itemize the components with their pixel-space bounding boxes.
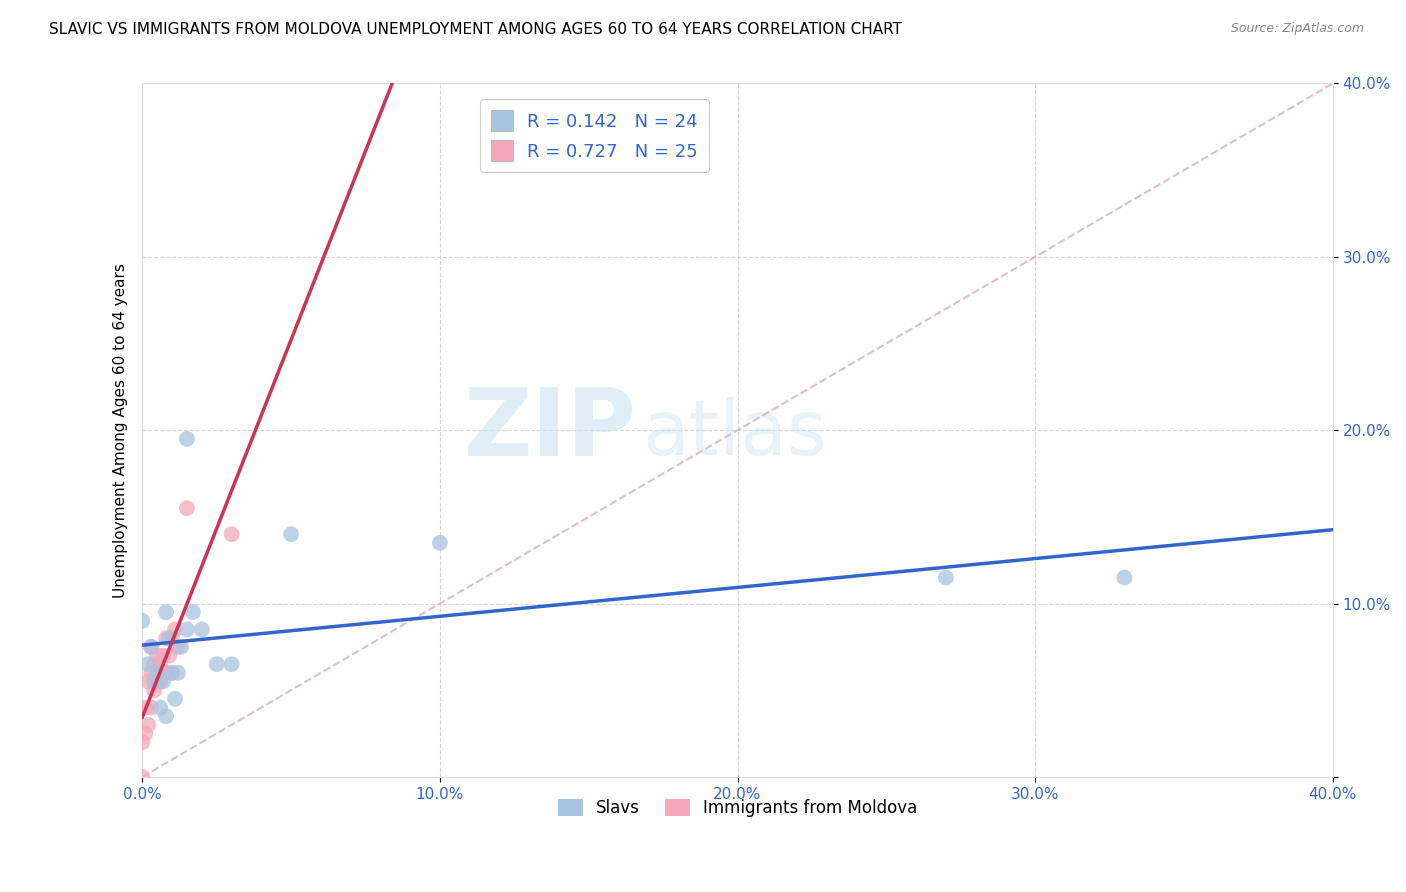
- Point: [176, 432, 198, 446]
- Point: [146, 674, 169, 689]
- Point: [935, 570, 957, 584]
- Point: [134, 726, 156, 740]
- Point: [136, 718, 159, 732]
- Point: [136, 674, 159, 689]
- Point: [134, 700, 156, 714]
- Point: [157, 631, 180, 645]
- Point: [160, 665, 183, 680]
- Text: ZIP: ZIP: [464, 384, 637, 476]
- Point: [1114, 570, 1136, 584]
- Point: [131, 614, 153, 628]
- Point: [149, 700, 172, 714]
- Point: [155, 631, 177, 645]
- Point: [176, 623, 198, 637]
- Text: atlas: atlas: [643, 397, 827, 471]
- Point: [146, 648, 169, 663]
- Text: SLAVIC VS IMMIGRANTS FROM MOLDOVA UNEMPLOYMENT AMONG AGES 60 TO 64 YEARS CORRELA: SLAVIC VS IMMIGRANTS FROM MOLDOVA UNEMPL…: [49, 22, 903, 37]
- Point: [143, 674, 166, 689]
- Point: [221, 527, 243, 541]
- Point: [143, 683, 166, 698]
- Point: [152, 648, 174, 663]
- Point: [167, 665, 190, 680]
- Point: [191, 623, 214, 637]
- Point: [155, 709, 177, 723]
- Point: [176, 501, 198, 516]
- Point: [221, 657, 243, 672]
- Legend: Slavs, Immigrants from Moldova: Slavs, Immigrants from Moldova: [551, 792, 924, 824]
- Point: [141, 700, 163, 714]
- Point: [131, 770, 153, 784]
- Point: [160, 665, 183, 680]
- Point: [136, 657, 159, 672]
- Point: [141, 640, 163, 654]
- Point: [149, 657, 172, 672]
- Point: [149, 674, 172, 689]
- Point: [160, 631, 183, 645]
- Point: [141, 640, 163, 654]
- Point: [205, 657, 228, 672]
- Point: [167, 640, 190, 654]
- Point: [181, 605, 204, 619]
- Point: [143, 657, 166, 672]
- Point: [429, 536, 451, 550]
- Point: [152, 674, 174, 689]
- Point: [155, 605, 177, 619]
- Point: [163, 623, 186, 637]
- Point: [141, 665, 163, 680]
- Text: Source: ZipAtlas.com: Source: ZipAtlas.com: [1230, 22, 1364, 36]
- Point: [170, 640, 193, 654]
- Point: [131, 735, 153, 749]
- Point: [146, 665, 169, 680]
- Point: [280, 527, 302, 541]
- Y-axis label: Unemployment Among Ages 60 to 64 years: Unemployment Among Ages 60 to 64 years: [114, 263, 128, 598]
- Point: [157, 648, 180, 663]
- Point: [155, 665, 177, 680]
- Point: [163, 691, 186, 706]
